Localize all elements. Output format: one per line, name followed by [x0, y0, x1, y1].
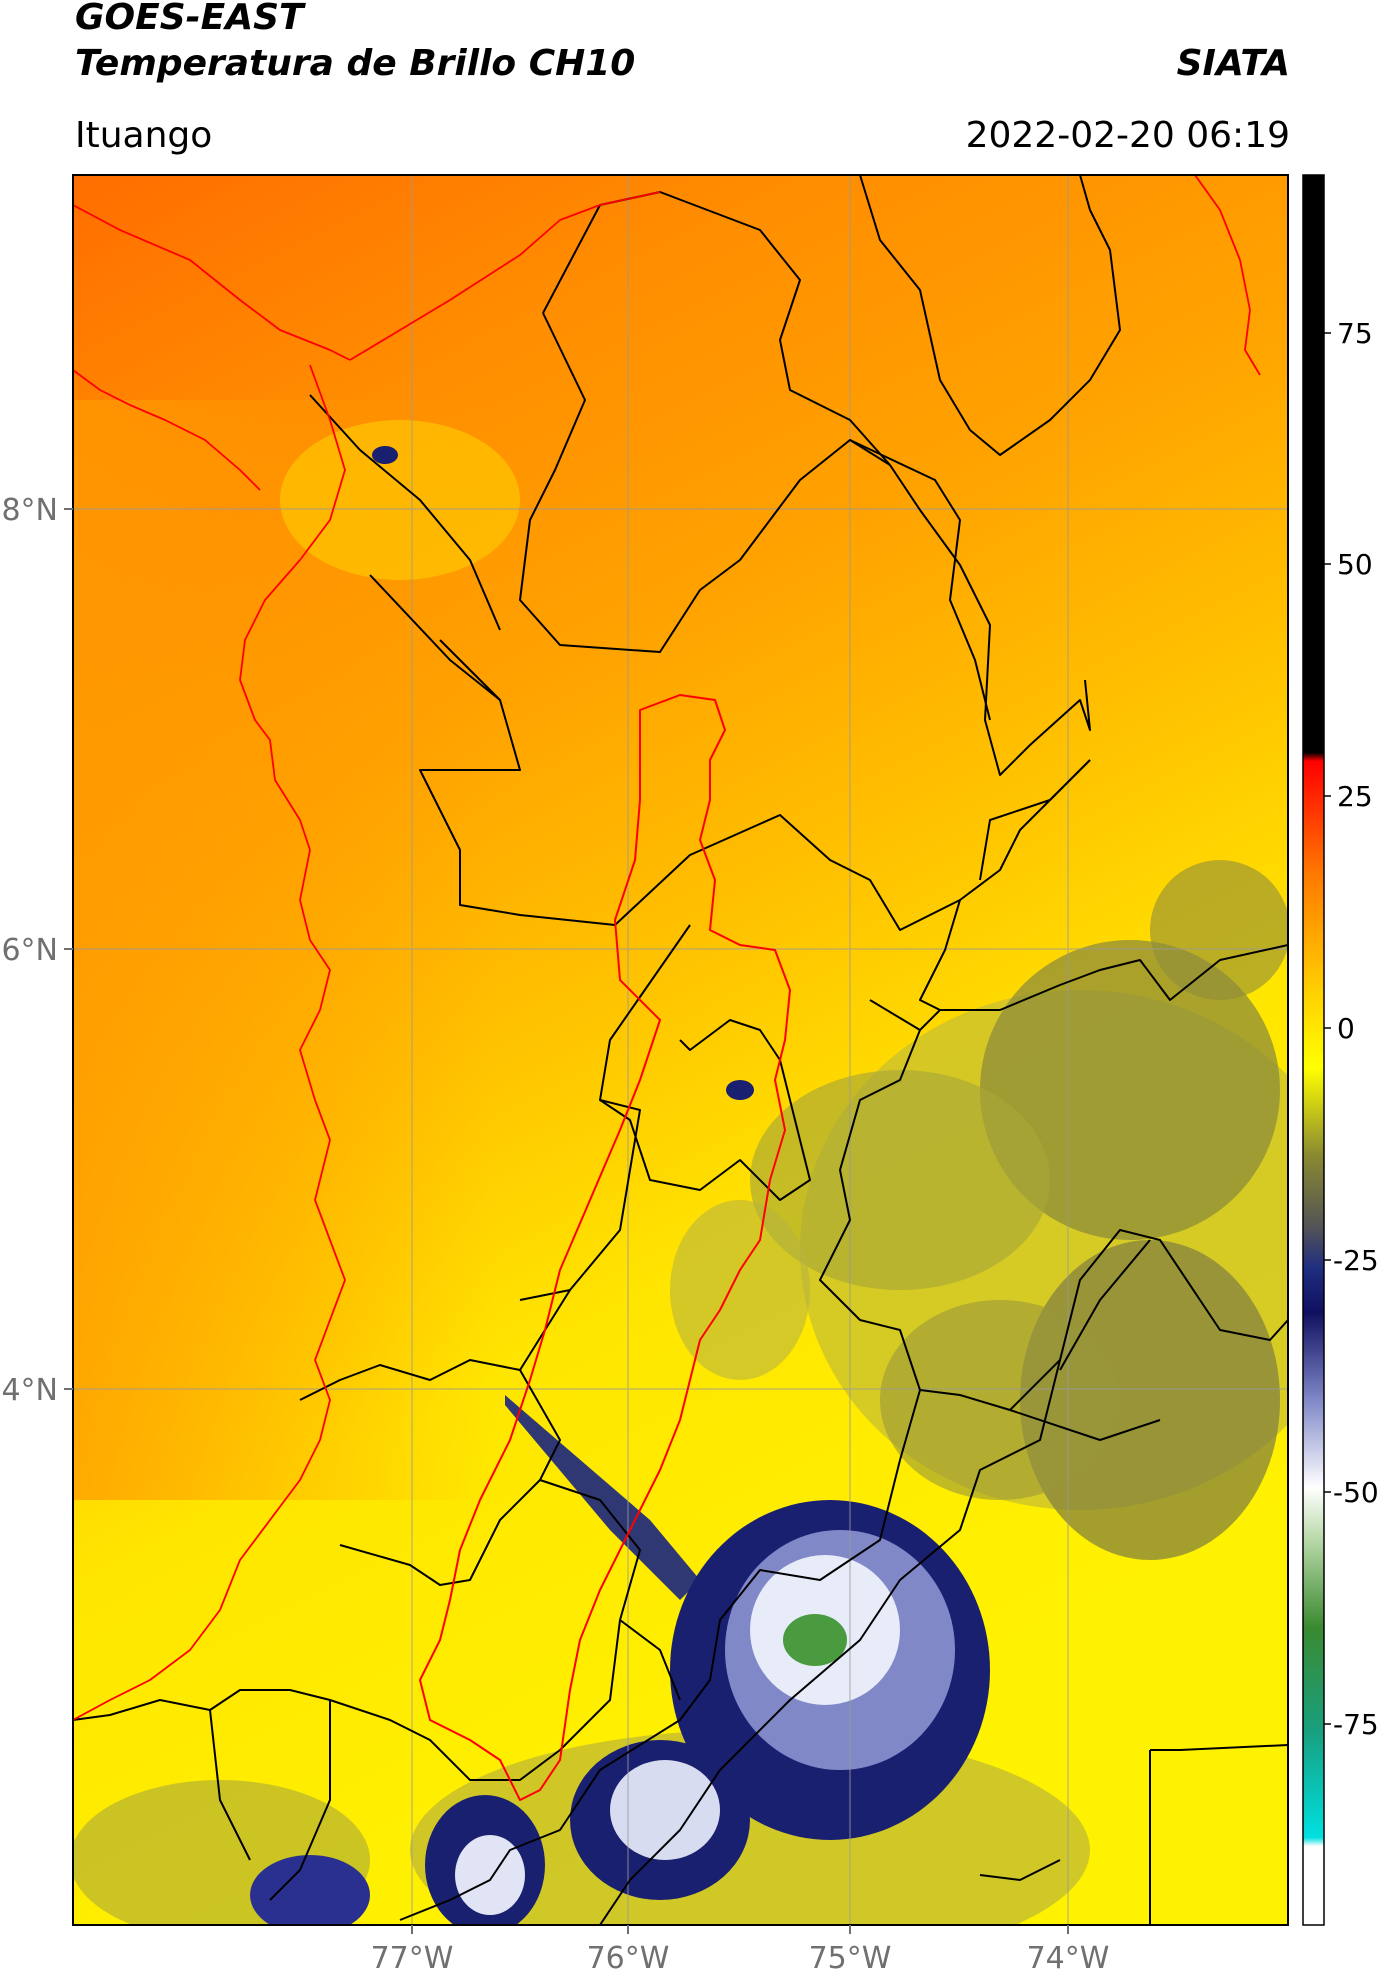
title-line-2: Temperatura de Brillo CH10 [75, 43, 636, 84]
lon-label-75w: 75°W [809, 1941, 892, 1976]
colorbar [1302, 174, 1325, 1926]
department-borders [73, 175, 1288, 1925]
colorbar-label-minus50: -50 [1333, 1476, 1379, 1509]
title-line-1: GOES-EAST [75, 0, 304, 38]
brand-label: SIATA [1176, 43, 1290, 84]
watershed-outline [419, 694, 791, 1801]
colorbar-label-0: 0 [1337, 1012, 1355, 1045]
pacific-warm-area [73, 400, 493, 1500]
cloud-field [73, 420, 1288, 1925]
lat-ticks [64, 508, 73, 1390]
colorbar-label-50: 50 [1337, 548, 1373, 581]
lat-label-6n: 6°N [1, 933, 58, 968]
colorbar-label-minus25: -25 [1333, 1244, 1379, 1277]
colorbar-label-minus75: -75 [1333, 1708, 1379, 1741]
map-frame [72, 174, 1289, 1926]
colorbar-label-25: 25 [1337, 780, 1373, 813]
lon-label-77w: 77°W [371, 1941, 454, 1976]
colorbar-label-75: 75 [1337, 317, 1373, 350]
location-label: Ituango [75, 115, 213, 156]
lon-label-74w: 74°W [1027, 1941, 1110, 1976]
coastline [73, 175, 1261, 1721]
lon-ticks [411, 1925, 1069, 1934]
lat-label-8n: 8°N [1, 493, 58, 528]
gridlines [73, 175, 1288, 1925]
timestamp-label: 2022-02-20 06:19 [965, 115, 1290, 156]
lat-label-4n: 4°N [1, 1373, 58, 1408]
colorbar-ticks [1324, 332, 1331, 1725]
lon-label-76w: 76°W [587, 1941, 670, 1976]
